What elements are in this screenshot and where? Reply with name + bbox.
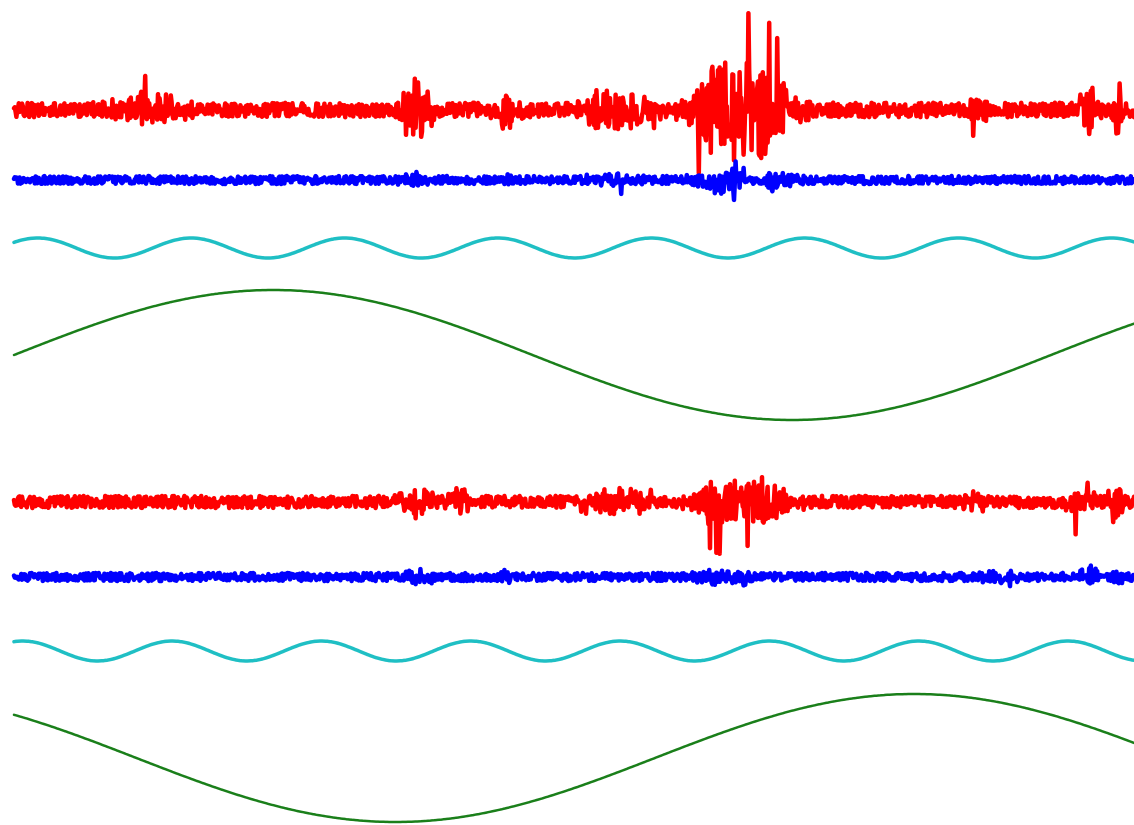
bottom-cyan-trace [12, 639, 1134, 663]
bottom-red-trace [11, 475, 1134, 556]
top-cyan-trace [12, 236, 1134, 260]
top-red-trace [11, 10, 1134, 176]
top-green-trace [12, 288, 1134, 422]
top-blue-trace [11, 159, 1134, 203]
bottom-blue-trace [11, 563, 1134, 589]
panel-bottom [11, 475, 1134, 824]
bottom-green-trace [12, 692, 1134, 824]
panel-top [11, 10, 1134, 422]
